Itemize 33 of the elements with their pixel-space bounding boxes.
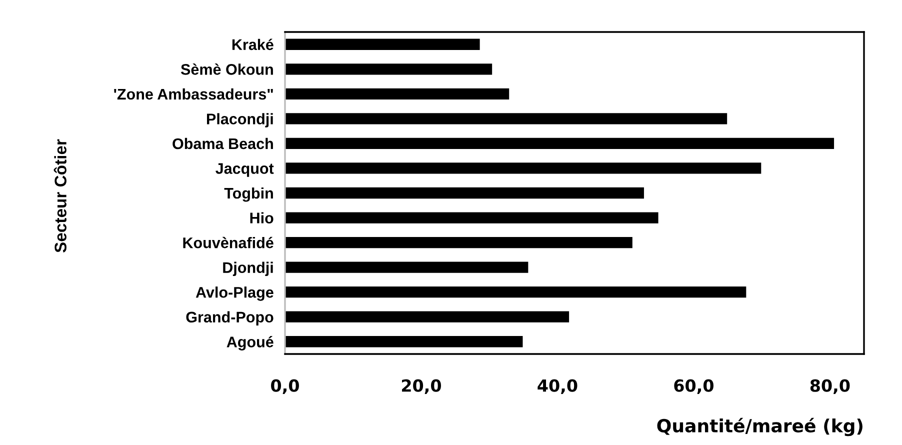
bar <box>285 212 658 224</box>
bar <box>285 88 510 100</box>
bar <box>285 286 746 298</box>
x-tick-label: 20,0 <box>402 379 441 394</box>
x-tick-label: 0,0 <box>271 379 299 394</box>
y-tick-label: Hio <box>250 212 274 224</box>
bar <box>285 336 523 348</box>
bar <box>285 113 728 124</box>
bar <box>285 162 762 174</box>
y-tick-label: Agoué <box>226 336 274 350</box>
y-tick-label: Kouvènafidé <box>183 236 274 248</box>
y-tick-label: Placondji <box>207 113 273 128</box>
bar <box>285 311 570 322</box>
x-tick-label: 60,0 <box>674 379 714 394</box>
bar <box>285 187 644 199</box>
y-tick-label: Grand-Popo <box>186 311 274 326</box>
x-axis-title: Quantité/mareé (kg) <box>657 418 862 436</box>
y-tick-label: Djondji <box>223 262 273 276</box>
y-tick-label: Avlo-Plage <box>196 286 274 301</box>
x-tick-label: 40,0 <box>538 379 578 394</box>
bar <box>285 138 834 150</box>
bar <box>285 236 632 248</box>
y-tick-label: Togbin <box>224 187 273 202</box>
y-axis-title: Secteur Côtier <box>54 139 66 252</box>
y-tick-label: Obama Beach <box>172 138 273 150</box>
bar <box>285 262 528 273</box>
bar <box>285 38 480 50</box>
y-tick-label: 'Zone Ambassadeurs" <box>114 88 273 100</box>
bar <box>285 64 492 75</box>
y-tick-label: Jacquot <box>216 163 274 177</box>
y-tick-label: Sèmè Okoun <box>180 63 273 75</box>
y-tick-label: Kraké <box>232 38 274 50</box>
x-tick-label: 80,0 <box>810 379 850 394</box>
